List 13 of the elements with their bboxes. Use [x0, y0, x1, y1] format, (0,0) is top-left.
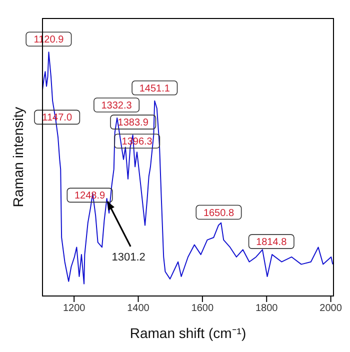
x-tick-label: 2000	[320, 303, 342, 314]
annotation: 1301.2	[112, 251, 146, 264]
x-tick-label: 1800	[255, 303, 278, 314]
x-tick-label: 1200	[62, 303, 86, 314]
x-axis-title: Raman shift (cm⁻¹)	[130, 325, 246, 341]
annotation: 1383.9	[118, 118, 149, 129]
x-tick-label: 1400	[127, 303, 150, 314]
y-axis-title: Raman intensity	[10, 106, 26, 208]
annotation: 1332.3	[101, 100, 132, 112]
x-tick-label: 1600	[191, 303, 214, 314]
annotation: 1814.8	[256, 237, 288, 248]
annotation: 1451.1	[139, 83, 170, 94]
annotation: 1650.8	[203, 208, 234, 219]
